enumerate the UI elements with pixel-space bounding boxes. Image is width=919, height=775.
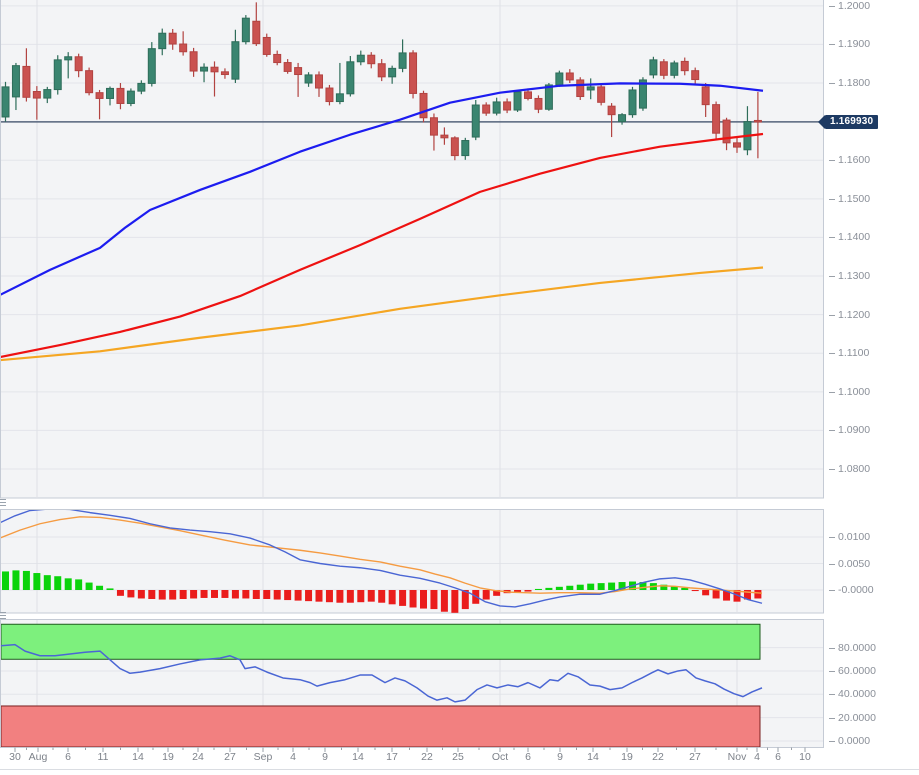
axis-tick xyxy=(829,44,835,46)
date-axis-label: 17 xyxy=(386,751,398,763)
axis-tick xyxy=(829,160,835,162)
date-axis-label: Sep xyxy=(253,751,273,763)
axis-tick xyxy=(829,198,835,200)
date-axis-label: 14 xyxy=(132,751,144,763)
axis-tick-label: 1.0800 xyxy=(838,463,871,475)
axis-tick-label: 40.0000 xyxy=(838,688,876,701)
axis-tick xyxy=(829,5,835,7)
price-badge-arrow-icon xyxy=(818,115,825,129)
date-axis-label: 6 xyxy=(525,751,531,763)
date-axis-label: 27 xyxy=(224,751,236,763)
axis-tick xyxy=(829,237,835,239)
date-axis-label: 11 xyxy=(97,751,109,763)
date-axis-label: 22 xyxy=(421,751,433,763)
date-axis-label: 25 xyxy=(452,751,464,763)
axis-tick xyxy=(829,647,835,649)
current-price-badge: 1.169930 xyxy=(825,115,879,129)
axis-tick-label: 0.0000 xyxy=(838,735,871,747)
axis-tick xyxy=(829,694,835,696)
axis-tick-label: -0.0000 xyxy=(838,584,874,596)
axis-tick xyxy=(829,537,835,538)
axis-tick-label: 1.1900 xyxy=(838,38,871,51)
macd-panel-label-icon[interactable] xyxy=(0,499,6,506)
axis-tick-label: 1.1100 xyxy=(838,347,870,360)
date-axis-label: 4 xyxy=(290,751,296,763)
axis-tick-label: 1.1400 xyxy=(838,231,871,244)
stoch-panel-label-icon[interactable] xyxy=(0,612,6,619)
axis-tick xyxy=(829,741,835,742)
axis-tick-label: 80.0000 xyxy=(838,641,876,654)
date-axis-label: Aug xyxy=(28,751,48,763)
axis-tick xyxy=(829,430,835,432)
date-axis-label: 19 xyxy=(621,751,633,763)
axis-tick-label: 1.1300 xyxy=(838,270,871,282)
axis-tick xyxy=(829,391,835,393)
axis-tick-label: 0.0100 xyxy=(838,531,871,543)
date-axis-label: 9 xyxy=(322,751,328,763)
axis-tick-label: 1.1200 xyxy=(838,308,871,321)
axis-tick-label: 1.0900 xyxy=(838,424,871,437)
axis-tick xyxy=(829,83,835,84)
axis-tick-label: 20.0000 xyxy=(838,711,876,724)
date-axis-label: 22 xyxy=(652,751,664,763)
date-axis-label: 27 xyxy=(689,751,701,763)
date-axis-label: Nov xyxy=(727,751,747,763)
axis-tick-label: 1.1800 xyxy=(838,77,871,89)
chart-bottom-divider xyxy=(0,769,919,770)
date-axis-label: 6 xyxy=(65,751,71,763)
date-axis-label: 30 xyxy=(9,751,21,763)
axis-tick xyxy=(829,314,835,316)
date-axis-label: 6 xyxy=(775,751,781,763)
axis-tick xyxy=(829,563,835,565)
date-axis-label: 14 xyxy=(587,751,599,763)
axis-tick-label: 60.0000 xyxy=(838,664,876,677)
date-axis-label: 19 xyxy=(162,751,174,763)
axis-tick-label: 1.1000 xyxy=(838,385,871,398)
date-axis-label: 9 xyxy=(557,751,563,763)
axis-tick-label: 1.1500 xyxy=(838,192,871,205)
axis-tick-label: 1.1600 xyxy=(838,154,871,167)
axis-tick xyxy=(829,717,835,719)
axis-tick-label: 1.2000 xyxy=(838,0,871,12)
axis-tick xyxy=(829,670,835,672)
axis-tick xyxy=(829,276,835,277)
date-axis-label: 24 xyxy=(192,751,204,763)
axis-tick xyxy=(829,353,835,355)
date-axis-label: 14 xyxy=(352,751,364,763)
axis-tick xyxy=(829,469,835,470)
date-axis-label: 4 xyxy=(754,751,760,763)
axis-tick-label: 0.0050 xyxy=(838,557,871,570)
axis-tick xyxy=(829,590,835,591)
date-axis-label: Oct xyxy=(491,751,509,763)
date-axis-label: 10 xyxy=(799,751,811,763)
